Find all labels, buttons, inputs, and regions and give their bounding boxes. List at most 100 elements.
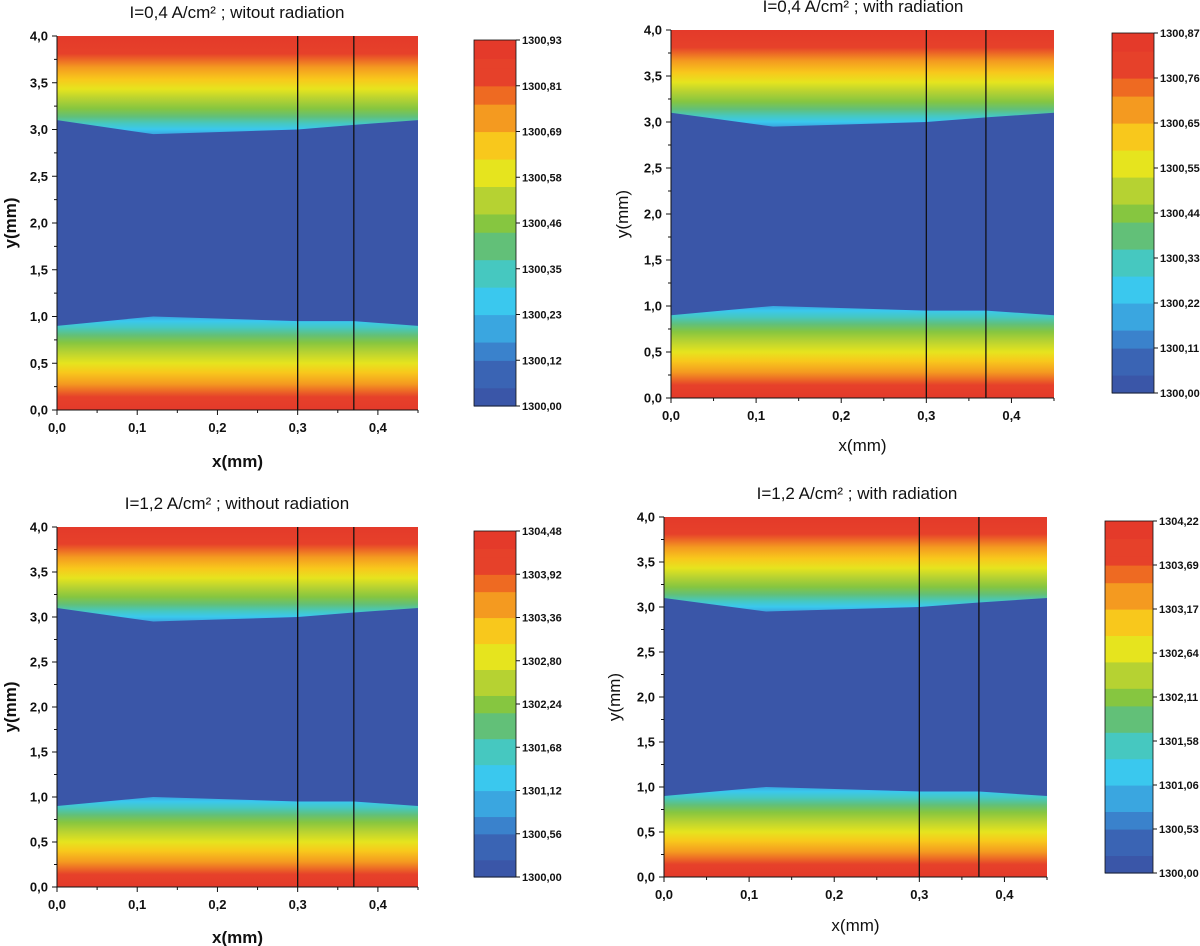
colorbar-level — [474, 158, 516, 169]
colorbar-level — [474, 608, 516, 619]
colorbar-level — [474, 241, 516, 252]
colorbar-level — [1105, 705, 1153, 716]
colorbar-level — [1105, 829, 1153, 839]
colorbar-level — [474, 113, 516, 123]
colorbar-level — [474, 833, 516, 843]
colorbar-level — [1112, 375, 1154, 385]
colorbar-tick-label: 1300,55 — [1160, 163, 1200, 175]
colorbar-level — [1112, 96, 1154, 106]
y-tick-label: 0,5 — [644, 345, 662, 360]
colorbar-level — [1105, 644, 1153, 654]
colorbar-level — [474, 268, 516, 279]
colorbar-level — [474, 643, 516, 653]
colorbar-tick-label: 1300,12 — [522, 355, 562, 367]
colorbar-level — [1112, 366, 1154, 376]
colorbar-level — [474, 859, 516, 869]
colorbar-level — [474, 712, 516, 722]
colorbar-tick-label: 1301,12 — [522, 786, 562, 798]
colorbar-level — [474, 76, 516, 87]
x-tick-label: 0,1 — [747, 408, 765, 423]
colorbar-level — [474, 807, 516, 818]
colorbar-level — [474, 781, 516, 792]
colorbar-level — [474, 738, 516, 748]
y-tick-label: 1,0 — [30, 790, 48, 805]
colorbar-tick-label: 1300,33 — [1160, 253, 1200, 265]
colorbar-level — [1105, 653, 1153, 663]
colorbar-level — [1112, 312, 1154, 322]
colorbar-tick-label: 1301,06 — [1159, 780, 1199, 792]
x-tick-label: 0,1 — [128, 420, 146, 435]
colorbar-tick-label: 1300,69 — [522, 127, 562, 139]
colorbar-level — [474, 140, 516, 151]
y-tick-label: 2,5 — [30, 655, 48, 670]
colorbar-level — [474, 296, 516, 306]
colorbar-tick-label: 1300,81 — [522, 81, 562, 93]
colorbar-level — [1112, 69, 1154, 79]
colorbar-level — [1105, 758, 1153, 768]
colorbar: 1300,00 1300,53 1301,06 1301,58 1302,11 1302,… — [1104, 516, 1200, 880]
upper-hot-band — [57, 527, 418, 622]
heatmap-field — [57, 527, 418, 887]
colorbar: 1300,00 1300,12 1300,23 1300,35 1300,46 1300,… — [473, 35, 562, 413]
colorbar-level — [474, 842, 516, 852]
colorbar-tick-label: 1303,36 — [522, 613, 562, 625]
colorbar-tick-label: 1303,92 — [522, 569, 562, 581]
colorbar-level — [1105, 617, 1153, 628]
colorbar-level — [474, 686, 516, 696]
colorbar-level — [474, 652, 516, 662]
upper-hot-band — [671, 30, 1054, 127]
colorbar-level — [1105, 837, 1153, 848]
y-tick-label: 4,0 — [30, 29, 48, 44]
colorbar-level — [1105, 855, 1153, 865]
y-tick-label: 3,5 — [30, 75, 48, 90]
colorbar: 1300,00 1300,56 1301,12 1301,68 1302,24 1302,… — [473, 526, 563, 884]
colorbar-level — [474, 565, 516, 575]
colorbar-level — [1112, 303, 1154, 313]
colorbar-level — [474, 360, 516, 370]
colorbar-level — [1105, 521, 1153, 531]
x-tick-label: 0,4 — [1002, 408, 1021, 423]
y-tick-label: 0,5 — [637, 825, 655, 840]
y-tick-label: 1,0 — [644, 299, 662, 314]
x-tick-label: 0,0 — [655, 887, 673, 902]
colorbar-level — [474, 287, 516, 297]
colorbar-level — [1112, 258, 1154, 268]
y-tick-label: 1,5 — [30, 745, 48, 760]
colorbar-level — [1105, 811, 1153, 821]
x-tick-label: 0,4 — [369, 897, 388, 912]
colorbar-level — [474, 122, 516, 133]
y-tick-label: 4,0 — [644, 23, 662, 38]
colorbar-level — [1112, 384, 1154, 394]
colorbar-level — [1105, 802, 1153, 812]
colorbar-level — [474, 539, 516, 549]
lower-hot-band — [664, 787, 1047, 877]
colorbar-level — [474, 825, 516, 835]
x-tick-label: 0,2 — [825, 887, 843, 902]
colorbar-level — [1112, 348, 1154, 358]
colorbar-level — [1105, 547, 1153, 557]
colorbar-level — [1105, 529, 1153, 540]
colorbar-level — [474, 747, 516, 757]
x-tick-label: 0,1 — [128, 897, 146, 912]
colorbar-level — [474, 67, 516, 78]
colorbar-tick-label: 1301,58 — [1159, 736, 1199, 748]
colorbar-level — [474, 678, 516, 688]
colorbar-level — [1112, 222, 1154, 232]
colorbar-level — [1105, 565, 1153, 575]
lower-hot-band — [57, 316, 418, 410]
y-tick-label: 3,5 — [30, 565, 48, 580]
y-tick-label: 2,0 — [644, 207, 662, 222]
colorbar-level — [1112, 51, 1154, 61]
colorbar-level — [474, 396, 516, 407]
colorbar-level — [474, 332, 516, 343]
colorbar-tick-label: 1300,00 — [522, 872, 562, 884]
colorbar-level — [1105, 573, 1153, 584]
colorbar-level — [1112, 294, 1154, 304]
heatmap-panel-1: 0,0 0,1 0,2 0,3 0,4 0,0 0,5 1,0 1,5 2,0 2,5 3,0 3,5 4… — [1, 3, 562, 471]
y-tick-label: 0,0 — [30, 403, 48, 418]
colorbar-tick-label: 1301,68 — [522, 742, 562, 754]
colorbar-tick-label: 1300,76 — [1160, 73, 1200, 85]
x-axis-label: x(mm) — [831, 916, 879, 935]
colorbar-tick-label: 1302,11 — [1159, 692, 1198, 704]
colorbar-tick-label: 1300,22 — [1160, 298, 1200, 310]
